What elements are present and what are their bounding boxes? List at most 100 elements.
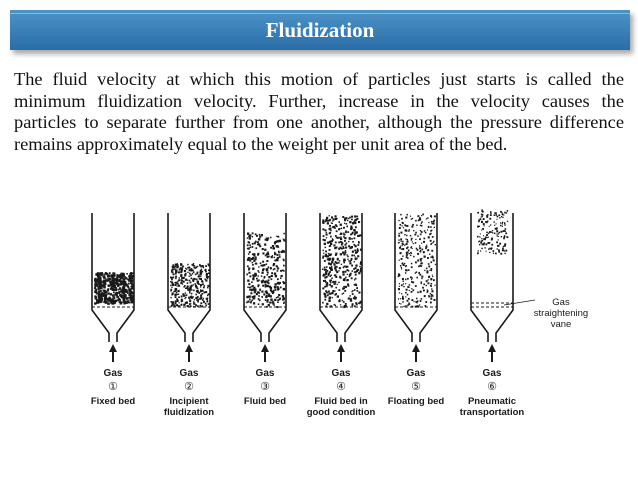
particle <box>338 267 341 270</box>
particle <box>426 291 428 294</box>
particle <box>329 244 332 247</box>
vane-leader-line <box>503 299 536 306</box>
particle <box>490 238 493 241</box>
regime-label-4: good condition <box>307 407 376 418</box>
particle <box>402 243 404 246</box>
particle <box>430 269 433 272</box>
particle <box>328 257 330 260</box>
particle <box>408 289 410 292</box>
particle <box>192 284 194 286</box>
particle <box>406 246 409 249</box>
particle <box>265 237 269 240</box>
particle <box>402 240 404 243</box>
particle <box>123 282 125 285</box>
particle <box>400 266 402 269</box>
particle <box>115 277 119 281</box>
particle <box>332 280 335 283</box>
particle <box>267 282 270 285</box>
particle <box>263 277 265 279</box>
particle <box>426 290 429 292</box>
particle <box>207 276 210 278</box>
particle <box>273 286 277 289</box>
regime-label-3: Fluid bed <box>244 396 286 407</box>
particle <box>329 275 331 277</box>
particle <box>353 305 356 308</box>
particle <box>131 286 135 290</box>
particle <box>329 257 332 260</box>
particle <box>400 248 403 250</box>
particle <box>96 278 99 281</box>
particle <box>334 267 337 270</box>
particle <box>425 284 427 287</box>
particle <box>411 299 414 301</box>
particle <box>407 277 409 280</box>
particle <box>205 270 207 273</box>
particle <box>190 274 192 277</box>
particle <box>416 224 418 226</box>
particle <box>197 295 199 298</box>
particle <box>199 291 201 293</box>
particle <box>282 259 285 262</box>
particle <box>187 271 189 273</box>
particle <box>484 236 487 239</box>
particle <box>427 229 429 231</box>
particle <box>269 301 272 304</box>
particle <box>248 269 250 271</box>
particle <box>181 299 184 302</box>
particle <box>260 234 263 237</box>
particle <box>407 249 410 252</box>
particle <box>426 271 429 274</box>
particle <box>345 276 347 279</box>
particle <box>481 239 484 242</box>
particle <box>257 275 259 277</box>
particle <box>424 305 427 307</box>
particle <box>423 255 426 258</box>
particle <box>351 254 353 257</box>
particle <box>125 278 127 280</box>
particle <box>197 290 199 293</box>
particle <box>496 218 498 220</box>
particle <box>94 282 97 285</box>
particle <box>326 216 329 219</box>
particle <box>400 213 402 216</box>
particle <box>399 302 401 304</box>
particle <box>345 223 348 225</box>
particle <box>247 253 250 255</box>
particle <box>99 272 102 275</box>
particle <box>195 297 198 300</box>
particle <box>280 277 282 279</box>
particle <box>185 267 187 269</box>
particle <box>247 241 250 244</box>
particle <box>174 302 177 305</box>
particle <box>266 252 269 255</box>
particle <box>356 270 359 273</box>
particle <box>181 283 184 285</box>
particle <box>500 210 502 213</box>
particle <box>117 274 120 277</box>
particle <box>501 212 503 214</box>
particle <box>188 266 191 269</box>
particle <box>269 286 273 290</box>
particle <box>398 283 400 285</box>
particle <box>420 251 422 253</box>
particle <box>405 305 407 307</box>
particle <box>324 272 327 274</box>
particle <box>326 222 329 225</box>
particle <box>430 232 432 235</box>
particle <box>199 275 201 278</box>
particle <box>119 287 122 290</box>
particle <box>353 220 355 223</box>
particle <box>332 225 336 229</box>
particle <box>102 284 105 286</box>
particle <box>251 288 253 291</box>
particle <box>274 259 277 262</box>
particle <box>257 298 260 300</box>
particle <box>201 293 204 295</box>
particle <box>487 242 490 244</box>
particle <box>406 239 408 241</box>
particle <box>405 269 408 272</box>
particle <box>189 272 191 275</box>
particle <box>100 300 103 303</box>
particle <box>342 270 345 273</box>
particle <box>249 298 251 301</box>
